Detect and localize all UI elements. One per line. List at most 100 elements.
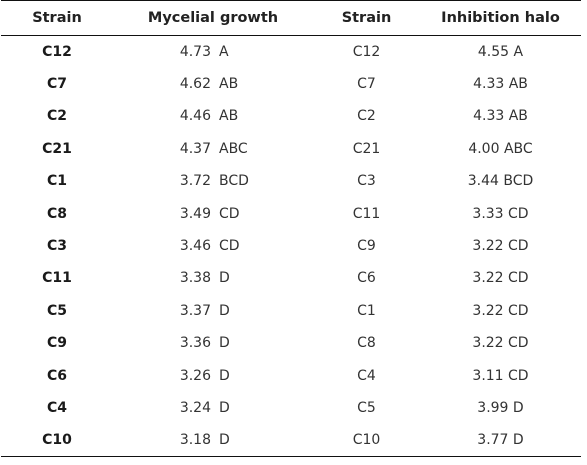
mycelial-growth-cell: 3.24 D [113, 392, 313, 424]
growth-group-letter: BCD [219, 173, 249, 190]
halo-strain-cell: C6 [357, 270, 376, 287]
mycelial-strain-cell: C7 [46, 76, 67, 93]
growth-group-letter: D [219, 399, 230, 416]
growth-value: 3.46 [179, 238, 211, 255]
growth-value: 3.49 [179, 205, 211, 222]
table-row: C9 3.36 D C8 3.22 CD [1, 327, 581, 359]
inhibition-halo-cell: 3.99 D [477, 399, 524, 416]
growth-value: 3.37 [179, 302, 211, 319]
growth-group-letter: ABC [219, 140, 248, 157]
growth-group-letter: CD [219, 205, 240, 222]
mycelial-growth-cell: 4.73 A [113, 36, 313, 68]
inhibition-halo-cell: 3.11 CD [472, 367, 529, 384]
growth-group-letter: D [219, 270, 230, 287]
growth-value: 3.18 [179, 432, 211, 449]
halo-strain-cell: C12 [352, 43, 381, 60]
inhibition-halo-cell: 3.22 CD [472, 302, 529, 319]
mycelial-growth-cell: 3.49 CD [113, 197, 313, 229]
mycelial-strain-cell: C4 [46, 399, 67, 416]
growth-group-letter: D [219, 302, 230, 319]
mycelial-growth-cell: 3.26 D [113, 359, 313, 391]
table-body: C12 4.73 A C12 4.55 A C7 4.62 AB C7 4.33 AB C2 4.46… [1, 36, 581, 458]
growth-value: 4.73 [179, 43, 211, 60]
growth-value: 4.46 [179, 108, 211, 125]
inhibition-halo-cell: 3.22 CD [472, 238, 529, 255]
mycelial-growth-cell: 3.36 D [113, 327, 313, 359]
mycelial-strain-cell: C12 [42, 43, 72, 60]
mycelial-growth-cell: 3.18 D [113, 424, 313, 458]
halo-strain-cell: C7 [357, 76, 376, 93]
table-row: C8 3.49 CD C11 3.33 CD [1, 197, 581, 229]
growth-group-letter: AB [219, 108, 239, 125]
table-row: C12 4.73 A C12 4.55 A [1, 36, 581, 68]
header-inhibition-halo: Inhibition halo [420, 0, 581, 36]
mycelial-growth-cell: 3.72 BCD [113, 165, 313, 197]
growth-group-letter: AB [219, 76, 239, 93]
table-row: C5 3.37 D C1 3.22 CD [1, 295, 581, 327]
growth-value: 4.37 [179, 140, 211, 157]
mycelial-growth-cell: 3.38 D [113, 262, 313, 294]
table-row: C3 3.46 CD C9 3.22 CD [1, 230, 581, 262]
inhibition-halo-cell: 3.33 CD [472, 205, 529, 222]
halo-strain-cell: C1 [357, 302, 376, 319]
halo-strain-cell: C21 [352, 140, 381, 157]
halo-strain-cell: C11 [352, 205, 381, 222]
table-row: C21 4.37 ABC C21 4.00 ABC [1, 133, 581, 165]
halo-strain-cell: C3 [357, 173, 376, 190]
mycelial-strain-cell: C1 [46, 173, 67, 190]
growth-value: 3.26 [179, 367, 211, 384]
header-strain-2: Strain [313, 0, 420, 36]
table-row: C7 4.62 AB C7 4.33 AB [1, 68, 581, 100]
halo-strain-cell: C5 [357, 399, 376, 416]
growth-value: 3.72 [179, 173, 211, 190]
table-row: C6 3.26 D C4 3.11 CD [1, 359, 581, 391]
halo-strain-cell: C10 [313, 424, 420, 458]
mycelial-strain-cell: C6 [46, 367, 67, 384]
mycelial-strain-cell: C21 [42, 140, 72, 157]
strain-comparison-table: Strain Mycelial growth Strain Inhibition… [1, 0, 581, 458]
mycelial-growth-cell: 3.46 CD [113, 230, 313, 262]
table-row: C1 3.72 BCD C3 3.44 BCD [1, 165, 581, 197]
growth-value: 3.24 [179, 399, 211, 416]
table-row: C10 3.18 D C10 3.77 D [1, 424, 581, 458]
mycelial-strain-cell: C11 [42, 270, 72, 287]
growth-group-letter: D [219, 432, 230, 449]
growth-group-letter: CD [219, 238, 240, 255]
mycelial-strain-cell: C10 [1, 424, 113, 458]
inhibition-halo-cell: 3.44 BCD [467, 173, 534, 190]
growth-group-letter: D [219, 335, 230, 352]
inhibition-halo-cell: 4.33 AB [473, 76, 528, 93]
inhibition-halo-cell: 4.00 ABC [468, 140, 533, 157]
mycelial-strain-cell: C8 [46, 205, 67, 222]
growth-group-letter: D [219, 367, 230, 384]
mycelial-growth-cell: 4.62 AB [113, 68, 313, 100]
inhibition-halo-cell: 4.33 AB [473, 108, 528, 125]
mycelial-growth-cell: 4.37 ABC [113, 133, 313, 165]
header-mycelial-growth: Mycelial growth [113, 0, 313, 36]
growth-group-letter: A [219, 43, 229, 60]
table-row: C11 3.38 D C6 3.22 CD [1, 262, 581, 294]
table-header: Strain Mycelial growth Strain Inhibition… [1, 0, 581, 36]
header-strain-1: Strain [1, 0, 113, 36]
table-row: C4 3.24 D C5 3.99 D [1, 392, 581, 424]
growth-value: 3.36 [179, 335, 211, 352]
mycelial-strain-cell: C3 [46, 238, 67, 255]
mycelial-strain-cell: C5 [46, 302, 67, 319]
header-row: Strain Mycelial growth Strain Inhibition… [1, 0, 581, 36]
table-row: C2 4.46 AB C2 4.33 AB [1, 100, 581, 132]
mycelial-growth-cell: 3.37 D [113, 295, 313, 327]
halo-strain-cell: C2 [357, 108, 376, 125]
growth-value: 4.62 [179, 76, 211, 93]
inhibition-halo-cell: 4.55 A [477, 43, 524, 60]
mycelial-strain-cell: C9 [46, 335, 67, 352]
halo-strain-cell: C8 [357, 335, 376, 352]
mycelial-growth-cell: 4.46 AB [113, 100, 313, 132]
inhibition-halo-cell: 3.22 CD [472, 335, 529, 352]
growth-value: 3.38 [179, 270, 211, 287]
halo-strain-cell: C9 [357, 238, 376, 255]
inhibition-halo-cell: 3.77 D [420, 424, 581, 458]
mycelial-strain-cell: C2 [46, 108, 67, 125]
halo-strain-cell: C4 [357, 367, 376, 384]
inhibition-halo-cell: 3.22 CD [472, 270, 529, 287]
